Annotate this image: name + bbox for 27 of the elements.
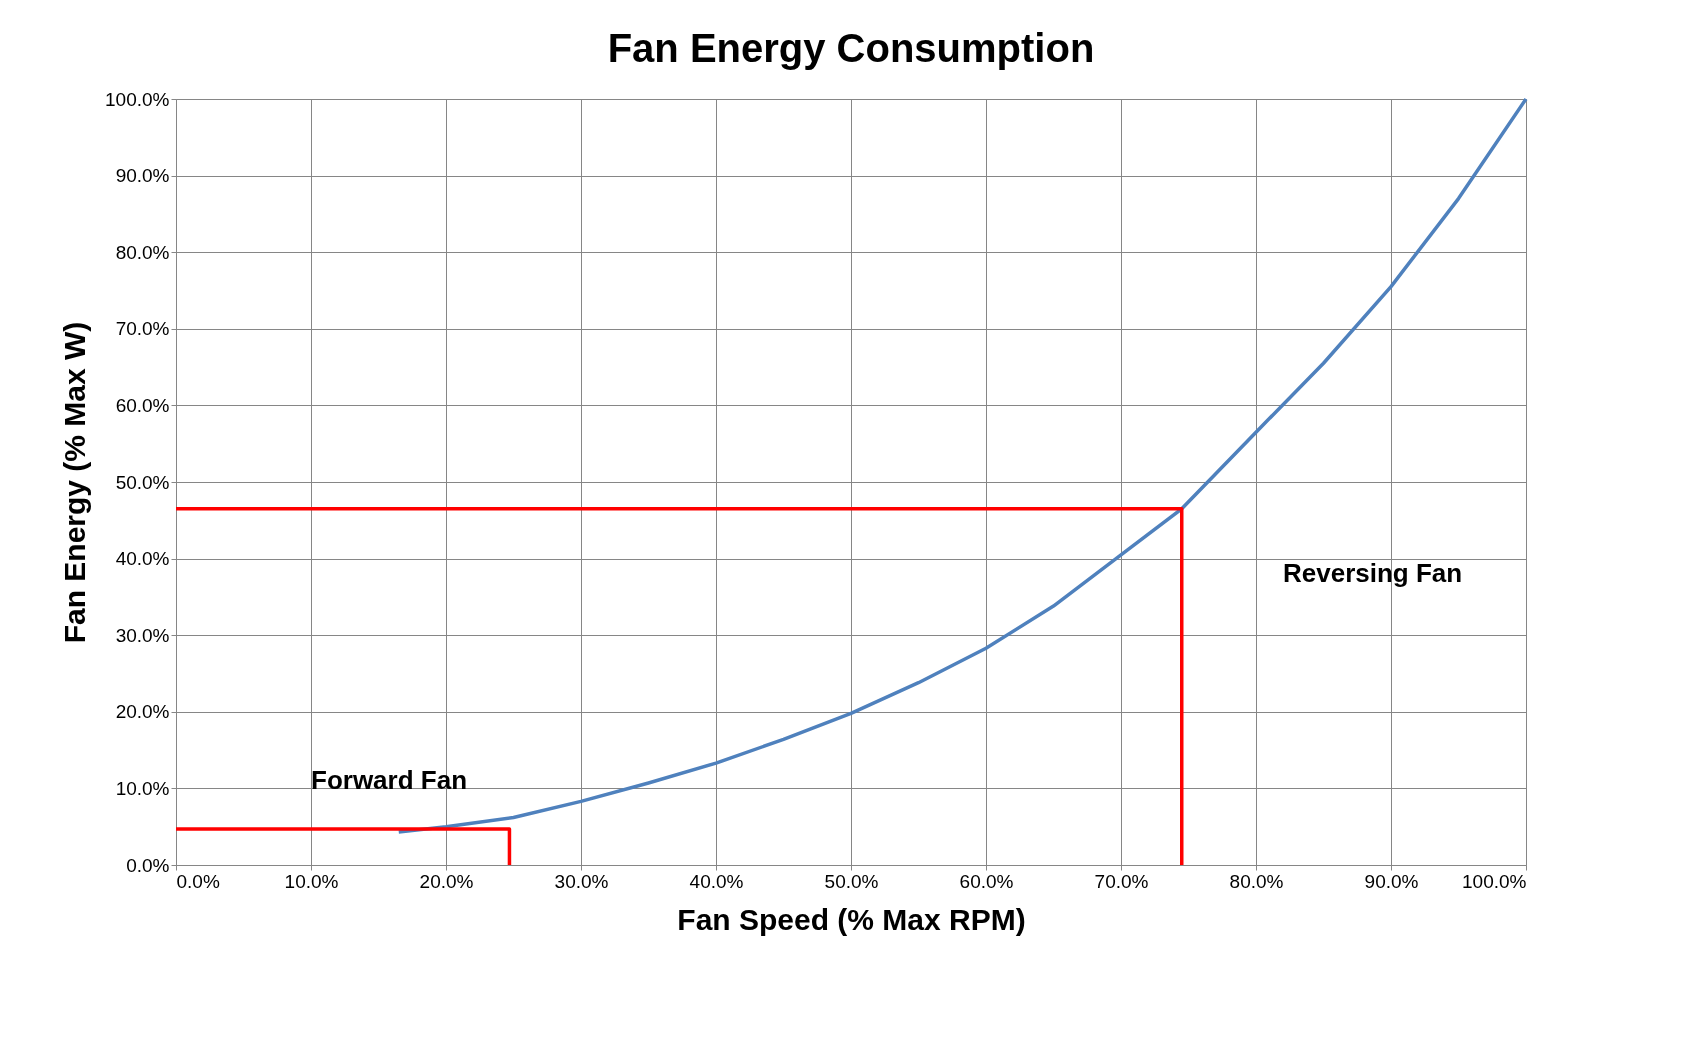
x-tick-label: 10.0% bbox=[284, 870, 339, 892]
x-tick-label: 30.0% bbox=[554, 870, 609, 892]
y-tick-label: 0.0% bbox=[126, 854, 170, 876]
y-tick-label: 40.0% bbox=[115, 548, 170, 570]
annotation: Forward Fan bbox=[311, 764, 468, 795]
y-tick-label: 20.0% bbox=[115, 701, 170, 723]
x-tick-label: 0.0% bbox=[176, 870, 220, 892]
y-tick-label: 90.0% bbox=[115, 165, 170, 187]
chart-title: Fan Energy Consumption bbox=[607, 26, 1095, 70]
x-tick-label: 80.0% bbox=[1229, 870, 1284, 892]
x-tick-label: 50.0% bbox=[824, 870, 879, 892]
y-tick-label: 80.0% bbox=[115, 241, 170, 263]
x-tick-label: 40.0% bbox=[689, 870, 744, 892]
y-tick-label: 100.0% bbox=[105, 88, 170, 110]
y-tick-label: 70.0% bbox=[115, 318, 170, 340]
x-tick-label: 70.0% bbox=[1094, 870, 1149, 892]
annotation: Reversing Fan bbox=[1283, 557, 1463, 588]
x-tick-label: 90.0% bbox=[1364, 870, 1419, 892]
y-tick-label: 60.0% bbox=[115, 394, 170, 416]
y-tick-label: 30.0% bbox=[115, 624, 170, 646]
y-axis-title: Fan Energy (% Max W) bbox=[58, 321, 92, 644]
y-tick-label: 10.0% bbox=[115, 777, 170, 799]
x-axis-title: Fan Speed (% Max RPM) bbox=[677, 902, 1026, 936]
x-tick-label: 60.0% bbox=[959, 870, 1014, 892]
x-tick-label: 100.0% bbox=[1462, 870, 1527, 892]
y-tick-label: 50.0% bbox=[115, 471, 170, 493]
x-tick-label: 20.0% bbox=[419, 870, 474, 892]
